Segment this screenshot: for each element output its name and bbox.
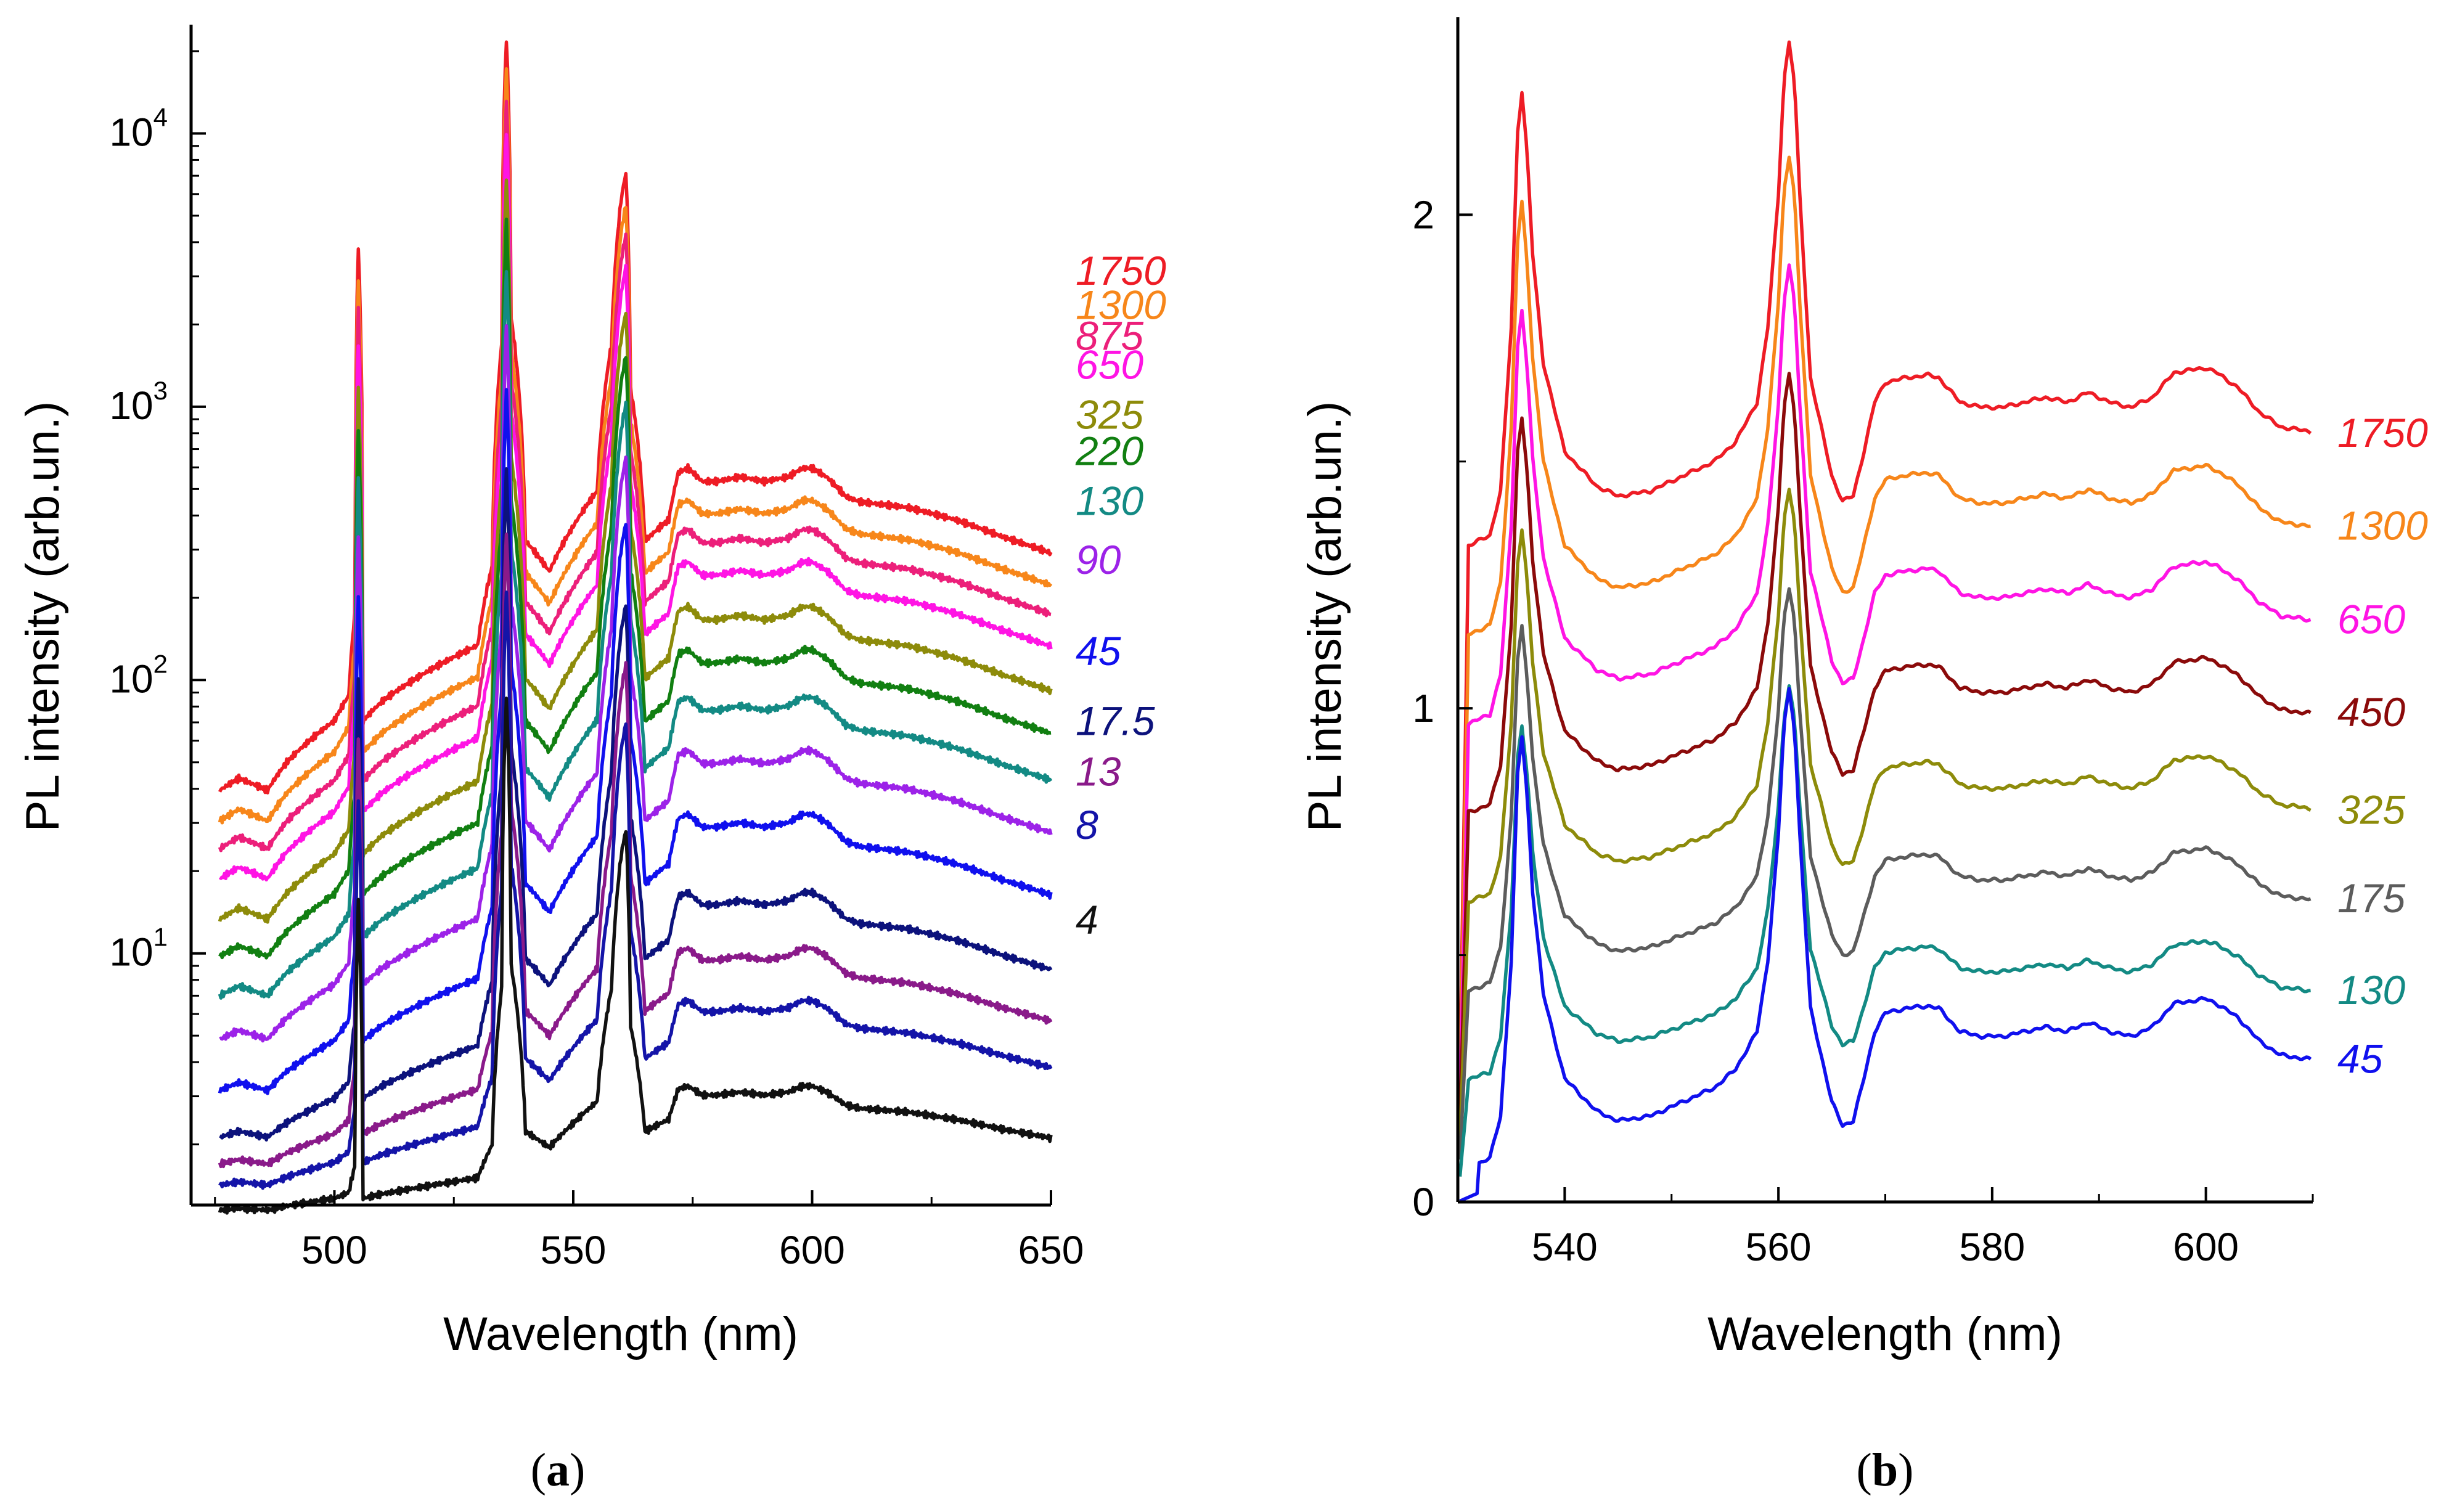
panel-a-x-tick-label: 550 [541,1228,607,1272]
panel-a-caption-open: ( [531,1444,546,1496]
panel-a-label-130: 130 [1076,478,1143,523]
panel-a-series-45 [218,388,1053,1095]
panel-a-series-4 [218,697,1053,1215]
panel-a-x-axis-title: Wavelength (nm) [443,1308,798,1360]
panel-b-label-45: 45 [2337,1036,2383,1081]
panel-a-label-325: 325 [1076,392,1143,438]
panel-a-ticks: 500 550 600 650 101 102 103 104 [109,50,1084,1272]
panel-b-x-axis-title: Wavelength (nm) [1707,1308,2063,1360]
panel-b-series-650 [1458,263,2312,1106]
panel-b-series-450 [1458,372,2312,1124]
panel-a-x-tick-label: 650 [1018,1228,1084,1272]
panel-b-series-45 [1459,687,2312,1203]
panel-a-series-90 [219,324,1053,1043]
panel-a-x-tick-label: 600 [779,1228,845,1272]
panel-a-y-tick-label: 102 [109,649,168,701]
panel-a-label-1300: 1300 [1076,282,1166,327]
panel-a-series-1750 [218,40,1053,795]
panel-b-label-130: 130 [2337,967,2405,1013]
panel-b-caption-letter: b [1872,1444,1898,1496]
panel-a-label-220: 220 [1075,428,1143,474]
panel-a-caption: (a) [531,1444,586,1496]
panel-b-y-axis-title: PL intensity (arb.un.) [1299,401,1351,832]
panel-a-series-17.5 [219,467,1053,1142]
panel-b-y-tick-label: 0 [1412,1180,1434,1224]
panel-a-label-1750: 1750 [1076,248,1166,293]
panel-b-series-175 [1458,587,2312,1160]
panel-b-y-tick-label: 2 [1412,192,1434,237]
panel-b-label-1300: 1300 [2337,503,2428,549]
panel-b-label-450: 450 [2337,689,2405,735]
panel-b-series-labels: 1750 1300 650 450 325 175 130 45 [2337,410,2428,1081]
panel-a-label-8: 8 [1076,802,1098,848]
panel-b-series-1300 [1458,155,2311,1089]
panel-a-label-45: 45 [1076,628,1121,674]
panel-b-caption-close: ) [1898,1444,1913,1496]
panel-b: 540 560 580 600 0 1 2 1750 1300 650 450 325 175 130 4… [1299,17,2428,1496]
panel-a-series-8 [218,590,1053,1190]
panel-b-x-tick-label: 580 [1959,1225,2025,1269]
panel-b-caption-open: ( [1857,1444,1872,1496]
panel-b-series-1750 [1458,40,2312,1072]
panel-a-label-17.5: 17.5 [1076,698,1155,744]
panel-b-label-650: 650 [2337,596,2405,642]
panel-b-x-tick-label: 600 [2173,1225,2239,1269]
panel-a-series-325 [218,178,1053,924]
panel-b-y-tick-label: 1 [1412,686,1434,730]
panel-a-label-875: 875 [1076,313,1143,358]
panel-b-x-tick-label: 540 [1532,1225,1598,1269]
panel-a-series-13 [218,532,1053,1169]
panel-a-label-90: 90 [1076,537,1121,582]
panel-b-x-tick-label: 560 [1746,1225,1812,1269]
panel-b-caption: (b) [1857,1444,1914,1496]
panel-b-series-130 [1458,684,2311,1177]
panel-a-y-tick-label: 103 [109,376,168,428]
panel-b-ticks: 540 560 580 600 0 1 2 [1412,192,2314,1269]
panel-b-label-1750: 1750 [2337,410,2428,456]
panel-a-series-875 [218,99,1052,852]
panel-b-label-325: 325 [2337,787,2405,833]
panel-a-series-group [218,40,1053,1215]
panel-a-y-tick-label: 104 [109,102,168,154]
panel-a-caption-letter: a [546,1444,570,1496]
panel-a-series-1300 [218,67,1053,825]
panel-a-caption-close: ) [570,1444,585,1496]
panel-b-series-group [1458,40,2312,1203]
panel-a-label-4: 4 [1076,897,1098,942]
panel-a-series-130 [218,269,1053,1000]
panel-a-y-tick-label: 101 [109,923,168,975]
panel-a-series-220 [218,217,1052,960]
panel-a-x-tick-label: 500 [301,1228,367,1272]
panel-a-series-650 [218,133,1053,882]
panel-a-label-650: 650 [1076,341,1143,387]
panel-b-label-175: 175 [2337,875,2405,921]
panel-b-series-325 [1458,488,2312,1143]
panel-a-label-13: 13 [1076,749,1121,795]
panel-a-y-axis-title: PL intensity (arb.un.) [17,401,69,832]
